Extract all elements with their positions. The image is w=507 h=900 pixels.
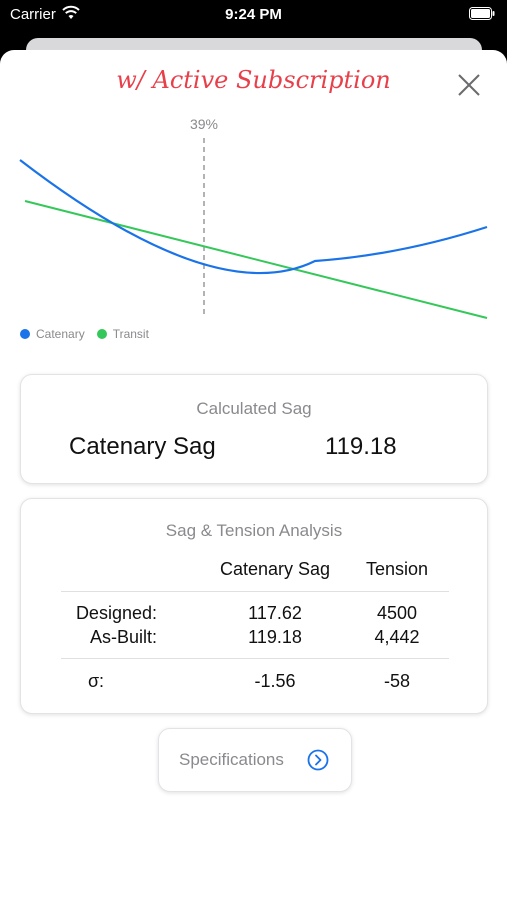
catenary-sag-label: Catenary Sag bbox=[69, 433, 216, 460]
column-header-tension: Tension bbox=[365, 559, 429, 579]
transit-series-line bbox=[24, 200, 488, 319]
analysis-title: Sag & Tension Analysis bbox=[165, 521, 343, 540]
header-divider bbox=[61, 591, 449, 592]
as-built-sag-value: 119.18 bbox=[248, 627, 302, 647]
catenary-series-line bbox=[19, 159, 488, 275]
row-label-sigma: σ: bbox=[87, 671, 105, 691]
legend-item-transit: Transit bbox=[96, 327, 149, 341]
designed-tension-value: 4500 bbox=[376, 603, 418, 623]
calculated-sag-card: Calculated Sag Catenary Sag 119.18 bbox=[20, 374, 488, 484]
status-bar: Carrier 9:24 PM bbox=[0, 0, 507, 30]
row-label-designed: Designed: bbox=[75, 603, 157, 623]
specifications-button[interactable]: Specifications bbox=[158, 728, 352, 792]
specifications-label: Specifications bbox=[179, 750, 284, 769]
legend-dot-catenary bbox=[20, 329, 30, 339]
chart-legend: Catenary Transit bbox=[20, 327, 161, 341]
legend-dot-transit bbox=[96, 329, 107, 339]
sigma-divider bbox=[61, 658, 449, 659]
chevron-right-circle-icon bbox=[307, 749, 329, 771]
sigma-tension-value: -58 bbox=[383, 671, 410, 691]
sigma-sag-value: -1.56 bbox=[254, 671, 296, 691]
calculated-sag-title: Calculated Sag bbox=[196, 399, 312, 418]
column-header-catenary-sag: Catenary Sag bbox=[219, 559, 331, 579]
designed-sag-value: 117.62 bbox=[248, 603, 302, 623]
sag-tension-analysis-card: Sag & Tension Analysis Catenary Sag Tens… bbox=[20, 498, 488, 714]
carrier-label: Carrier bbox=[10, 6, 56, 23]
legend-label-transit: Transit bbox=[112, 327, 149, 341]
wifi-icon bbox=[62, 5, 80, 19]
catenary-sag-value: 119.18 bbox=[325, 433, 397, 460]
clock: 9:24 PM bbox=[225, 6, 282, 23]
sag-chart: 39% bbox=[19, 116, 488, 319]
marker-percent-label: 39% bbox=[190, 116, 218, 132]
battery-icon bbox=[469, 7, 495, 20]
page-title: w/ Active Subscription bbox=[116, 66, 391, 94]
close-icon[interactable] bbox=[454, 70, 484, 100]
as-built-tension-value: 4,442 bbox=[374, 627, 420, 647]
row-label-as-built: As-Built: bbox=[89, 627, 157, 647]
legend-item-catenary: Catenary bbox=[20, 327, 85, 341]
legend-label-catenary: Catenary bbox=[36, 327, 85, 341]
